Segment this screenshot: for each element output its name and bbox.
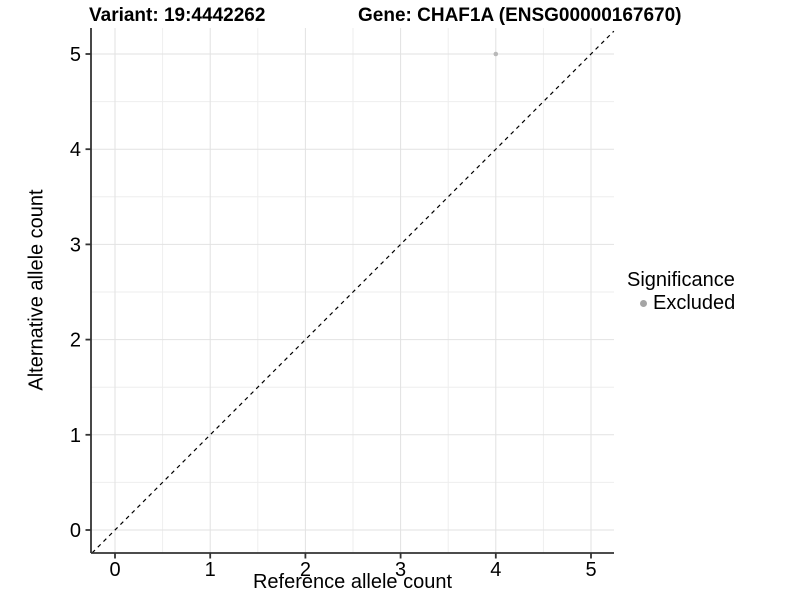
x-tick-label: 5	[585, 559, 596, 581]
y-tick-label: 4	[70, 139, 81, 161]
x-tick-label: 4	[490, 559, 501, 581]
x-axis-title: Reference allele count	[252, 571, 452, 593]
x-tick-label: 2	[300, 559, 311, 581]
legend-point-icon	[640, 300, 647, 307]
y-tick-label: 2	[70, 330, 81, 352]
plot-title-gene: Gene: CHAF1A (ENSG00000167670)	[358, 5, 682, 26]
y-axis-title: Alternative allele count	[25, 189, 48, 391]
y-tick-label: 1	[70, 425, 81, 447]
plot-title-variant: Variant: 19:4442262	[89, 5, 266, 26]
legend-entry-label: Excluded	[653, 292, 736, 314]
y-tick-label: 3	[70, 234, 81, 256]
x-tick-label: 1	[205, 559, 216, 581]
identity-line	[91, 30, 615, 554]
legend: Significance Excluded	[627, 269, 735, 315]
x-tick-label: 3	[395, 559, 406, 581]
legend-entry-excluded: Excluded	[627, 292, 735, 315]
x-tick-label: 0	[109, 559, 120, 581]
data-point	[493, 51, 499, 57]
y-tick-label: 5	[70, 44, 81, 66]
legend-title: Significance	[627, 269, 735, 291]
y-tick-label: 0	[70, 520, 81, 542]
